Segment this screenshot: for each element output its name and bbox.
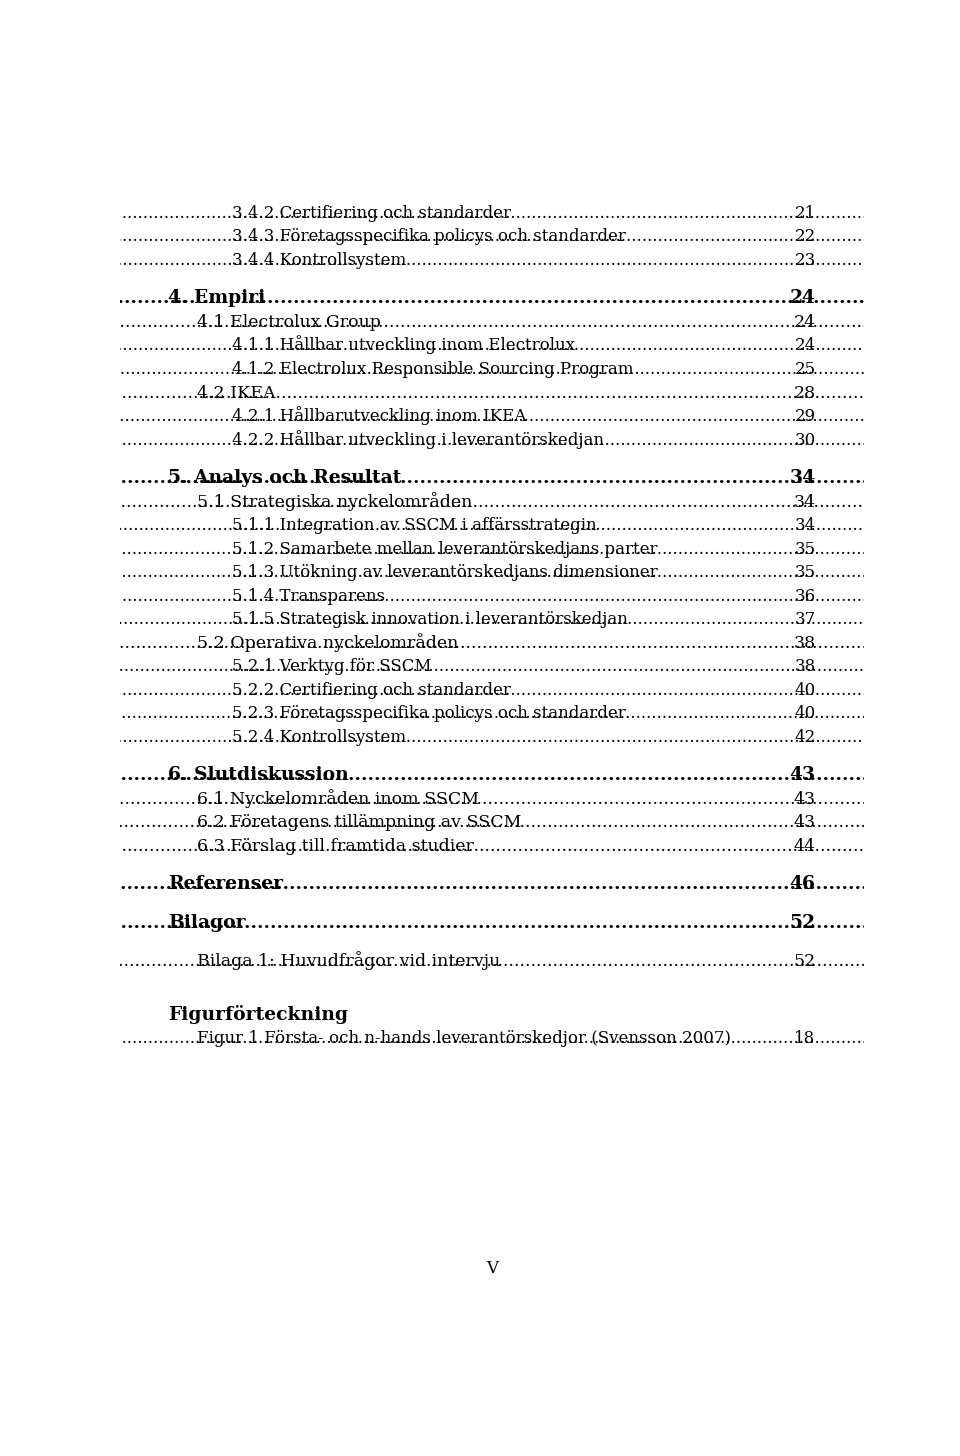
Text: 44: 44 bbox=[794, 839, 816, 855]
Text: 35: 35 bbox=[795, 563, 816, 581]
Text: ................................................................................: ........................................… bbox=[0, 839, 960, 855]
Text: Figurförteckning: Figurförteckning bbox=[168, 1005, 348, 1024]
Text: ................................................................................: ........................................… bbox=[0, 517, 960, 534]
Text: 23: 23 bbox=[794, 252, 816, 269]
Text: 5.1.2 Samarbete mellan leverantörskedjans parter: 5.1.2 Samarbete mellan leverantörskedjan… bbox=[231, 540, 657, 558]
Text: 37: 37 bbox=[794, 612, 816, 628]
Text: ................................................................................: ........................................… bbox=[0, 875, 960, 894]
Text: 22: 22 bbox=[794, 229, 816, 246]
Text: ................................................................................: ........................................… bbox=[0, 314, 960, 331]
Text: ................................................................................: ........................................… bbox=[0, 729, 960, 745]
Text: ................................................................................: ........................................… bbox=[0, 338, 960, 354]
Text: ................................................................................: ........................................… bbox=[0, 290, 960, 307]
Text: 4.2 IKEA: 4.2 IKEA bbox=[197, 384, 276, 402]
Text: 5.1.4 Transparens: 5.1.4 Transparens bbox=[231, 588, 385, 604]
Text: 30: 30 bbox=[794, 431, 816, 448]
Text: ................................................................................: ........................................… bbox=[0, 384, 960, 402]
Text: ................................................................................: ........................................… bbox=[0, 914, 960, 932]
Text: 4.2.1 Hållbarutveckling inom IKEA: 4.2.1 Hållbarutveckling inom IKEA bbox=[231, 406, 526, 425]
Text: ................................................................................: ........................................… bbox=[0, 791, 960, 808]
Text: 34: 34 bbox=[794, 494, 816, 511]
Text: 40: 40 bbox=[794, 705, 816, 722]
Text: 6. Slutdiskussion: 6. Slutdiskussion bbox=[168, 766, 349, 785]
Text: Figur 1 Första- och n-hands leverantörskedjor (Svensson 2007): Figur 1 Första- och n-hands leverantörsk… bbox=[197, 1031, 731, 1047]
Text: ................................................................................: ........................................… bbox=[0, 1031, 960, 1047]
Text: 43: 43 bbox=[794, 814, 816, 831]
Text: 38: 38 bbox=[794, 635, 816, 652]
Text: ................................................................................: ........................................… bbox=[0, 588, 960, 604]
Text: 5.2.1 Verktyg för SSCM: 5.2.1 Verktyg för SSCM bbox=[231, 658, 431, 676]
Text: 52: 52 bbox=[793, 954, 816, 971]
Text: 5.2.3 Företagsspecifika policys och standarder: 5.2.3 Företagsspecifika policys och stan… bbox=[231, 705, 625, 722]
Text: 5.1.3 Utökning av leverantörskedjans dimensioner: 5.1.3 Utökning av leverantörskedjans dim… bbox=[231, 563, 658, 581]
Text: 43: 43 bbox=[794, 791, 816, 808]
Text: 4.1.2 Electrolux Responsible Sourcing Program: 4.1.2 Electrolux Responsible Sourcing Pr… bbox=[231, 361, 633, 379]
Text: 24: 24 bbox=[794, 314, 816, 331]
Text: Bilagor: Bilagor bbox=[168, 914, 246, 932]
Text: V: V bbox=[486, 1261, 498, 1277]
Text: 29: 29 bbox=[795, 408, 816, 425]
Text: 25: 25 bbox=[795, 361, 816, 379]
Text: 6.1 Nyckelområden inom SSCM: 6.1 Nyckelområden inom SSCM bbox=[197, 789, 479, 808]
Text: ................................................................................: ........................................… bbox=[0, 954, 960, 971]
Text: ................................................................................: ........................................… bbox=[0, 540, 960, 558]
Text: 21: 21 bbox=[794, 205, 816, 221]
Text: 6.2 Företagens tillämpning av SSCM: 6.2 Företagens tillämpning av SSCM bbox=[197, 814, 521, 831]
Text: 18: 18 bbox=[794, 1031, 816, 1047]
Text: 5.1 Strategiska nyckelområden: 5.1 Strategiska nyckelområden bbox=[197, 492, 472, 511]
Text: 3.4.3 Företagsspecifika policys och standarder: 3.4.3 Företagsspecifika policys och stan… bbox=[231, 229, 626, 246]
Text: 5.2 Operativa nyckelområden: 5.2 Operativa nyckelområden bbox=[197, 633, 458, 652]
Text: ................................................................................: ........................................… bbox=[0, 494, 960, 511]
Text: ................................................................................: ........................................… bbox=[0, 252, 960, 269]
Text: 3.4.2 Certifiering och standarder: 3.4.2 Certifiering och standarder bbox=[231, 205, 511, 221]
Text: 4.1 Electrolux Group: 4.1 Electrolux Group bbox=[197, 314, 380, 331]
Text: 36: 36 bbox=[795, 588, 816, 604]
Text: ................................................................................: ........................................… bbox=[0, 766, 960, 785]
Text: ................................................................................: ........................................… bbox=[0, 361, 960, 379]
Text: ................................................................................: ........................................… bbox=[0, 612, 960, 628]
Text: 5.1.5 Strategisk innovation i leverantörskedjan: 5.1.5 Strategisk innovation i leverantör… bbox=[231, 612, 628, 628]
Text: 28: 28 bbox=[794, 384, 816, 402]
Text: 5.1.1 Integration av SSCM i affärsstrategin: 5.1.1 Integration av SSCM i affärsstrate… bbox=[231, 517, 596, 534]
Text: ................................................................................: ........................................… bbox=[0, 408, 960, 425]
Text: 34: 34 bbox=[794, 517, 816, 534]
Text: 24: 24 bbox=[790, 290, 816, 307]
Text: 52: 52 bbox=[790, 914, 816, 932]
Text: 6.3 Förslag till framtida studier: 6.3 Förslag till framtida studier bbox=[197, 839, 473, 855]
Text: 5.2.2 Certifiering och standarder: 5.2.2 Certifiering och standarder bbox=[231, 681, 511, 699]
Text: ................................................................................: ........................................… bbox=[0, 431, 960, 448]
Text: 34: 34 bbox=[789, 469, 816, 488]
Text: ................................................................................: ........................................… bbox=[0, 563, 960, 581]
Text: ................................................................................: ........................................… bbox=[0, 469, 960, 488]
Text: 4.1.1 Hållbar utveckling inom Electrolux: 4.1.1 Hållbar utveckling inom Electrolux bbox=[231, 335, 575, 354]
Text: ................................................................................: ........................................… bbox=[0, 814, 960, 831]
Text: 5. Analys och Resultat: 5. Analys och Resultat bbox=[168, 469, 401, 488]
Text: 3.4.4 Kontrollsystem: 3.4.4 Kontrollsystem bbox=[231, 252, 406, 269]
Text: 35: 35 bbox=[795, 540, 816, 558]
Text: ................................................................................: ........................................… bbox=[0, 229, 960, 246]
Text: Bilaga 1: Huvudfrågor vid intervju: Bilaga 1: Huvudfrågor vid intervju bbox=[197, 952, 500, 971]
Text: 40: 40 bbox=[794, 681, 816, 699]
Text: ................................................................................: ........................................… bbox=[0, 635, 960, 652]
Text: 5.2.4 Kontrollsystem: 5.2.4 Kontrollsystem bbox=[231, 729, 406, 745]
Text: 43: 43 bbox=[789, 766, 816, 785]
Text: ................................................................................: ........................................… bbox=[0, 658, 960, 676]
Text: ................................................................................: ........................................… bbox=[0, 681, 960, 699]
Text: 42: 42 bbox=[794, 729, 816, 745]
Text: ................................................................................: ........................................… bbox=[0, 205, 960, 221]
Text: ................................................................................: ........................................… bbox=[0, 705, 960, 722]
Text: Referenser: Referenser bbox=[168, 875, 283, 894]
Text: 24: 24 bbox=[794, 338, 816, 354]
Text: 4. Empiri: 4. Empiri bbox=[168, 290, 266, 307]
Text: 4.2.2 Hållbar utveckling i leverantörskedjan: 4.2.2 Hållbar utveckling i leverantörske… bbox=[231, 430, 604, 448]
Text: 46: 46 bbox=[790, 875, 816, 894]
Text: 38: 38 bbox=[794, 658, 816, 676]
